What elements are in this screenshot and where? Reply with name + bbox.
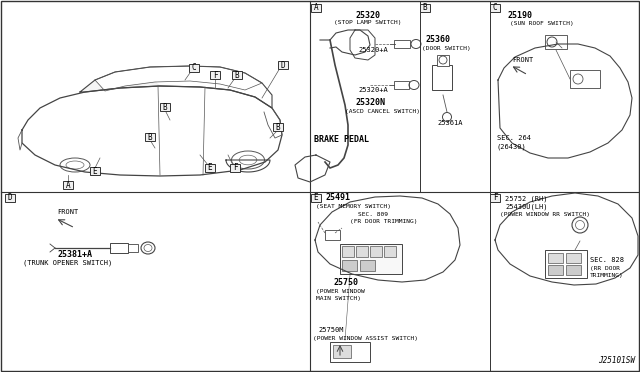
Text: E: E <box>93 167 97 176</box>
Text: 25320+A: 25320+A <box>358 47 388 53</box>
Bar <box>360 260 375 271</box>
Text: (FR DOOR TRIMMING): (FR DOOR TRIMMING) <box>350 219 417 224</box>
Text: 25491: 25491 <box>326 193 351 202</box>
Bar <box>273 123 283 131</box>
Bar <box>311 194 321 202</box>
Text: D: D <box>281 61 285 70</box>
Text: (TRUNK OPENER SWITCH): (TRUNK OPENER SWITCH) <box>24 260 113 266</box>
Text: E: E <box>208 164 212 173</box>
Bar <box>232 71 242 79</box>
Bar <box>189 64 199 72</box>
Bar <box>110 243 128 253</box>
Text: A: A <box>66 180 70 189</box>
Bar <box>340 244 402 274</box>
Bar <box>394 40 410 48</box>
Text: (ASCD CANCEL SWITCH): (ASCD CANCEL SWITCH) <box>345 109 420 114</box>
Text: 25752 (RH): 25752 (RH) <box>505 195 547 202</box>
Text: (SUN ROOF SWITCH): (SUN ROOF SWITCH) <box>510 21 573 26</box>
Text: (POWER WINDOW: (POWER WINDOW <box>316 289 365 294</box>
Bar <box>570 70 600 88</box>
Text: B: B <box>276 122 280 131</box>
Text: TRIMMING): TRIMMING) <box>590 273 624 278</box>
Text: 25430U(LH): 25430U(LH) <box>505 203 547 209</box>
Bar <box>432 65 452 90</box>
Bar <box>548 265 563 275</box>
Bar <box>90 167 100 175</box>
Bar <box>370 246 382 257</box>
Text: SEC. 809: SEC. 809 <box>358 212 388 217</box>
Text: 25320+A: 25320+A <box>358 87 388 93</box>
Text: (STOP LAMP SWITCH): (STOP LAMP SWITCH) <box>334 20 402 25</box>
Text: 25320: 25320 <box>355 11 381 20</box>
Text: F: F <box>212 71 218 80</box>
Bar <box>311 4 321 12</box>
Bar <box>333 345 351 358</box>
Text: B: B <box>148 132 152 141</box>
Bar <box>160 103 170 111</box>
Text: F: F <box>233 164 237 173</box>
Bar <box>420 4 430 12</box>
Text: B: B <box>235 71 239 80</box>
Text: 25361A: 25361A <box>437 120 463 126</box>
Bar <box>342 246 354 257</box>
Text: 25360: 25360 <box>426 35 451 44</box>
Text: BRAKE PEDAL: BRAKE PEDAL <box>314 135 369 144</box>
Text: FRONT: FRONT <box>57 209 78 215</box>
Bar <box>205 164 215 172</box>
Bar <box>145 133 155 141</box>
Bar <box>5 194 15 202</box>
Bar <box>566 253 581 263</box>
Text: (RR DOOR: (RR DOOR <box>590 266 620 271</box>
Bar <box>545 250 587 278</box>
Bar <box>394 81 409 89</box>
Text: F: F <box>493 193 497 202</box>
Text: (26430): (26430) <box>497 143 527 150</box>
Text: SEC. 264: SEC. 264 <box>497 135 531 141</box>
Text: A: A <box>314 3 318 13</box>
Bar <box>330 342 370 362</box>
Text: C: C <box>493 3 497 13</box>
Bar <box>548 253 563 263</box>
Bar <box>210 71 220 79</box>
Text: C: C <box>192 64 196 73</box>
Text: MAIN SWITCH): MAIN SWITCH) <box>316 296 361 301</box>
Text: J25101SW: J25101SW <box>598 356 635 365</box>
Text: (DOOR SWITCH): (DOOR SWITCH) <box>422 46 471 51</box>
Text: 25320N: 25320N <box>355 98 385 107</box>
Bar <box>356 246 368 257</box>
Text: FRONT: FRONT <box>512 57 533 63</box>
Bar <box>384 246 396 257</box>
Bar <box>128 244 138 252</box>
Text: B: B <box>422 3 428 13</box>
Bar <box>342 260 357 271</box>
Polygon shape <box>80 80 160 92</box>
Bar <box>278 61 288 69</box>
Text: (POWER WINDOW RR SWITCH): (POWER WINDOW RR SWITCH) <box>500 212 590 217</box>
Text: D: D <box>8 193 12 202</box>
Bar <box>63 181 73 189</box>
Text: 25190: 25190 <box>508 11 532 20</box>
Bar <box>230 164 240 172</box>
Bar <box>490 194 500 202</box>
Text: (POWER WINDOW ASSIST SWITCH): (POWER WINDOW ASSIST SWITCH) <box>313 336 418 341</box>
Text: 25750: 25750 <box>334 278 359 287</box>
Text: SEC. 828: SEC. 828 <box>590 257 624 263</box>
Bar <box>566 265 581 275</box>
Bar <box>545 35 567 49</box>
Text: 25750M: 25750M <box>318 327 344 333</box>
Bar <box>437 55 449 66</box>
Bar <box>490 4 500 12</box>
Text: E: E <box>314 193 318 202</box>
Text: (SEAT MEMORY SWITCH): (SEAT MEMORY SWITCH) <box>316 204 391 209</box>
Text: 25381+A: 25381+A <box>58 250 93 259</box>
Text: B: B <box>163 103 167 112</box>
Bar <box>325 230 340 240</box>
